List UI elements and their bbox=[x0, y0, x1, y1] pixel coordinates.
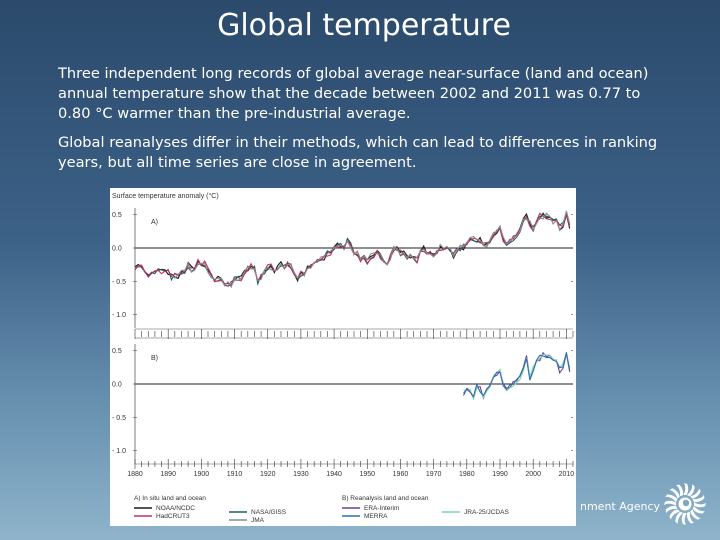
logo-ray bbox=[669, 488, 680, 499]
series-line-hadcrut3 bbox=[134, 212, 571, 287]
sun-swirl-icon bbox=[664, 483, 706, 525]
y-tick-label: 0.0 bbox=[112, 382, 122, 389]
legend-label: JRA-25/JCDAS bbox=[464, 509, 509, 516]
y-tick-label: - 1.0 bbox=[112, 312, 126, 319]
legend-label: NASA/GISS bbox=[251, 509, 287, 516]
legend-title: B) Reanalysis land and ocean bbox=[342, 495, 429, 502]
logo-ray bbox=[692, 505, 705, 514]
x-tick-label: 1940 bbox=[326, 471, 342, 478]
x-tick-label: 1900 bbox=[194, 471, 210, 478]
y-tick-label: 0.5 bbox=[112, 348, 122, 355]
y-tick-label: - 1.0 bbox=[112, 448, 126, 455]
y-tick-label: - 0.5 bbox=[112, 279, 126, 286]
slide-title: Global temperature bbox=[217, 8, 511, 43]
logo-ray bbox=[686, 511, 694, 524]
temperature-chart: Surface temperature anomaly (°C) A) 0.5 0.… bbox=[112, 192, 575, 524]
legend-title: A) In situ land and ocean bbox=[134, 495, 206, 502]
legend-label: NOAA/NCDC bbox=[156, 505, 195, 512]
body-paragraph-reanalyses: Global reanalyses differ in their method… bbox=[58, 134, 658, 171]
body-paragraph-decade: Three independent long records of global… bbox=[58, 65, 649, 122]
logo-ray bbox=[676, 484, 684, 497]
x-tick-label: 1910 bbox=[227, 471, 243, 478]
chart-title: Surface temperature anomaly (°C) bbox=[112, 192, 219, 200]
x-tick-label: 2000 bbox=[525, 471, 541, 478]
x-tick-label: 1980 bbox=[459, 471, 475, 478]
x-tick-label: 1950 bbox=[359, 471, 375, 478]
panel-label: A) bbox=[151, 219, 158, 226]
logo-ray bbox=[665, 505, 678, 513]
temperature-figure: Surface temperature anomaly (°C) A) 0.5 0.… bbox=[110, 188, 576, 526]
y-tick-label: - 0.5 bbox=[112, 415, 126, 422]
x-tick-label: 2010 bbox=[559, 471, 575, 478]
legend-label: MERRA bbox=[364, 513, 388, 520]
logo-ray bbox=[669, 509, 680, 520]
x-tick-label: 1920 bbox=[260, 471, 276, 478]
legend-label: HadCRUT3 bbox=[156, 513, 190, 520]
logo-ray bbox=[675, 511, 684, 524]
y-tick-label: 0.0 bbox=[112, 246, 122, 253]
x-tick-label: 1990 bbox=[492, 471, 508, 478]
x-tick-label: 1890 bbox=[160, 471, 176, 478]
x-tick-label: 1930 bbox=[293, 471, 309, 478]
x-tick-label: 1960 bbox=[393, 471, 409, 478]
logo-ray bbox=[694, 502, 706, 508]
logo-ray bbox=[681, 513, 687, 525]
logo-ray bbox=[686, 484, 695, 497]
panel-label: B) bbox=[151, 355, 158, 362]
logo-ray bbox=[664, 500, 676, 506]
series-line-jma bbox=[171, 210, 571, 289]
logo-ray bbox=[692, 495, 705, 503]
logo-ray bbox=[690, 509, 701, 520]
logo-ray bbox=[665, 494, 678, 503]
y-tick-label: 0.5 bbox=[112, 212, 122, 219]
series-line-merra bbox=[463, 352, 571, 398]
logo-ray bbox=[690, 488, 701, 499]
legend-label: ERA-Interim bbox=[364, 505, 399, 512]
footer-agency-text: nment Agency bbox=[580, 500, 661, 513]
x-tick-label: 1880 bbox=[127, 471, 143, 478]
x-tick-label: 1970 bbox=[426, 471, 442, 478]
legend-label: JMA bbox=[251, 517, 265, 524]
logo-ray bbox=[683, 483, 689, 495]
